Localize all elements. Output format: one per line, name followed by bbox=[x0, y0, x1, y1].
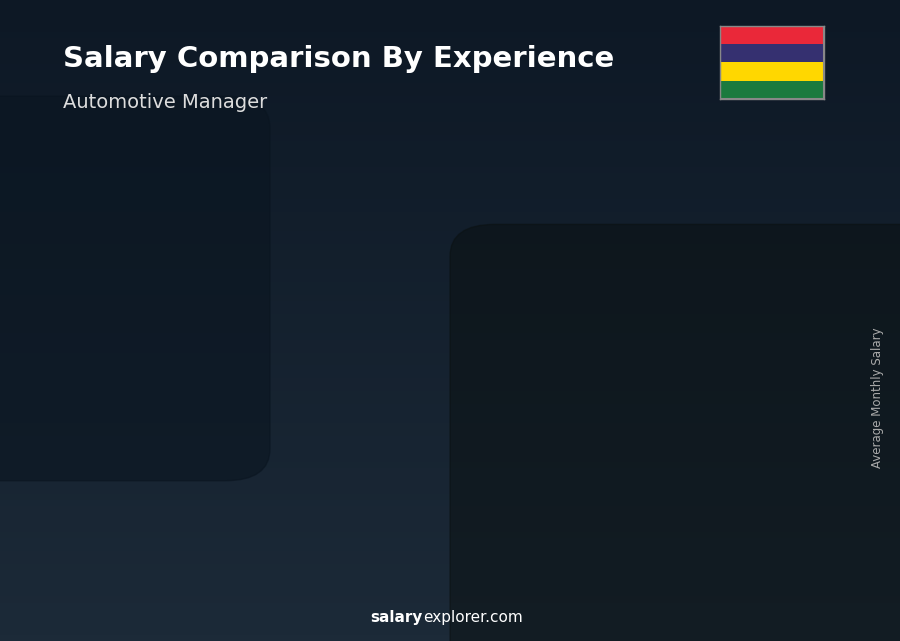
Text: +42%: +42% bbox=[160, 366, 223, 385]
Bar bbox=[720, 26, 824, 44]
Bar bbox=[720, 44, 824, 62]
Bar bbox=[596, 311, 660, 564]
Text: 83,000 MUR: 83,000 MUR bbox=[339, 351, 419, 364]
Text: Salary Comparison By Experience: Salary Comparison By Experience bbox=[63, 45, 614, 73]
Bar bbox=[222, 417, 286, 564]
Bar bbox=[471, 327, 536, 564]
Text: +23%: +23% bbox=[410, 276, 472, 295]
Bar bbox=[346, 371, 411, 564]
Text: Average Monthly Salary: Average Monthly Salary bbox=[871, 327, 884, 468]
Text: salary: salary bbox=[371, 610, 423, 625]
Text: 109,000 MUR: 109,000 MUR bbox=[588, 291, 677, 304]
Text: 102,000 MUR: 102,000 MUR bbox=[464, 307, 553, 320]
FancyBboxPatch shape bbox=[0, 96, 270, 481]
Text: +10%: +10% bbox=[659, 236, 722, 255]
Text: Automotive Manager: Automotive Manager bbox=[63, 93, 267, 112]
Text: 44,500 MUR: 44,500 MUR bbox=[90, 441, 170, 454]
Bar bbox=[720, 81, 824, 99]
Bar bbox=[97, 461, 162, 564]
Text: +6%: +6% bbox=[541, 259, 590, 278]
Bar bbox=[720, 288, 785, 564]
Text: +31%: +31% bbox=[285, 320, 348, 338]
Text: 63,100 MUR: 63,100 MUR bbox=[214, 397, 295, 410]
FancyBboxPatch shape bbox=[450, 224, 900, 641]
Bar bbox=[720, 62, 824, 81]
Text: 119,000 MUR: 119,000 MUR bbox=[713, 267, 801, 281]
Text: explorer.com: explorer.com bbox=[423, 610, 523, 625]
